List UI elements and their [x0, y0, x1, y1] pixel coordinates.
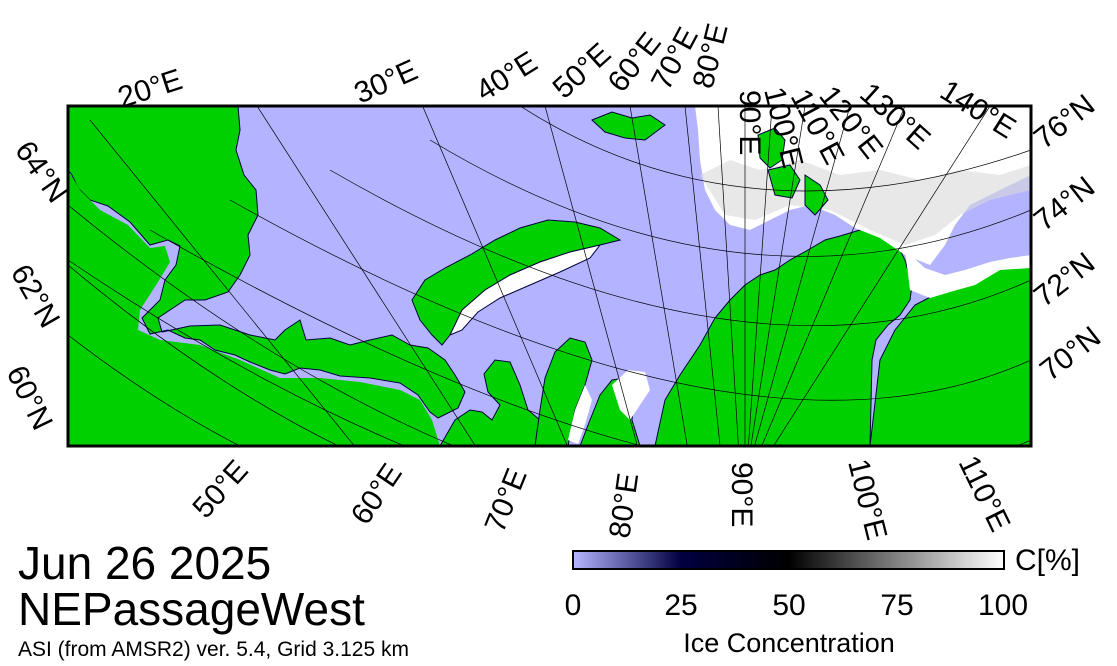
- right-lat-label: 70°N: [1034, 320, 1107, 387]
- top-lon-label: 90°E: [733, 90, 766, 155]
- colorbar-tick: 25: [664, 589, 698, 622]
- top-lon-label: 30°E: [349, 54, 422, 111]
- land-scandinavia: [68, 106, 466, 419]
- meridian-30e: [256, 106, 476, 446]
- meridian-110e: [750, 106, 806, 446]
- ice-yenisei-gulf: [612, 370, 650, 420]
- map-date: Jun 26 2025: [18, 537, 272, 589]
- meridian-70e: [684, 106, 721, 446]
- meridian-80e: [717, 106, 739, 446]
- ice-kara-coast: [448, 244, 602, 336]
- parallel-62n: [68, 264, 340, 446]
- parallel-76n: [519, 106, 1031, 192]
- parallel-70n: [229, 199, 1031, 401]
- product-info: ASI (from AMSR2) ver. 5.4, Grid 3.125 km: [18, 638, 409, 661]
- colorbar-tick: 100: [977, 589, 1029, 622]
- bottom-lon-label: 50°E: [186, 454, 254, 525]
- right-lat-label: 72°N: [1028, 246, 1101, 313]
- right-lat-label: 76°N: [1028, 88, 1101, 155]
- colorbar-tick: 50: [772, 589, 806, 622]
- parallel-72n: [329, 169, 1031, 327]
- ice-ob-gulf: [568, 385, 592, 444]
- bottom-lon-label: 110°E: [952, 451, 1017, 537]
- land-franz-josef: [591, 111, 666, 141]
- parallel-68n: [149, 229, 1031, 446]
- right-lat-label: 74°N: [1028, 170, 1101, 237]
- colorbar: [572, 550, 1005, 570]
- left-lat-label: 60°N: [0, 361, 59, 436]
- top-lon-label: 80°E: [687, 20, 735, 91]
- left-lat-labels: 64°N 62°N 60°N: [0, 135, 74, 435]
- top-lon-label: 40°E: [470, 45, 543, 108]
- colorbar-title: Ice Concentration: [683, 628, 895, 658]
- meridian-100e: [748, 106, 773, 446]
- bottom-lon-label: 80°E: [603, 471, 645, 540]
- bottom-lon-label: 100°E: [841, 456, 893, 544]
- region-name: NEPassageWest: [18, 583, 365, 635]
- meridian-20e: [89, 119, 355, 446]
- graticule: [68, 106, 1031, 446]
- bottom-lon-label: 90°E: [725, 462, 758, 527]
- meridian-140e: [773, 106, 991, 446]
- meridian-120e: [754, 106, 851, 446]
- left-lat-label: 64°N: [8, 135, 73, 209]
- meridian-60e: [629, 106, 688, 446]
- meridian-130e: [761, 106, 906, 446]
- colorbar-tick: 0: [564, 589, 582, 622]
- parallel-64n: [68, 204, 455, 446]
- parallel-66n: [68, 259, 406, 446]
- meridian-40e: [422, 106, 568, 446]
- bottom-lon-labels: 50°E 60°E 70°E 80°E 90°E 100°E 110°E: [186, 451, 1016, 544]
- ice-east-siberian: [905, 250, 1031, 298]
- land-russia-west: [439, 359, 549, 446]
- map-frame: [66, 104, 1033, 448]
- left-lat-label: 62°N: [4, 259, 66, 334]
- meridian-50e: [544, 106, 638, 446]
- colorbar-tick: 75: [880, 589, 914, 622]
- bottom-lon-label: 60°E: [345, 458, 409, 531]
- colorbar-unit: C[%]: [1015, 544, 1081, 577]
- land-south-coast: [68, 170, 440, 446]
- bottom-lon-label: 70°E: [479, 464, 534, 537]
- right-lat-labels: 76°N 74°N 72°N 70°N: [1028, 88, 1107, 387]
- parallel-60n: [68, 334, 241, 446]
- parallel-74n: [429, 139, 1031, 257]
